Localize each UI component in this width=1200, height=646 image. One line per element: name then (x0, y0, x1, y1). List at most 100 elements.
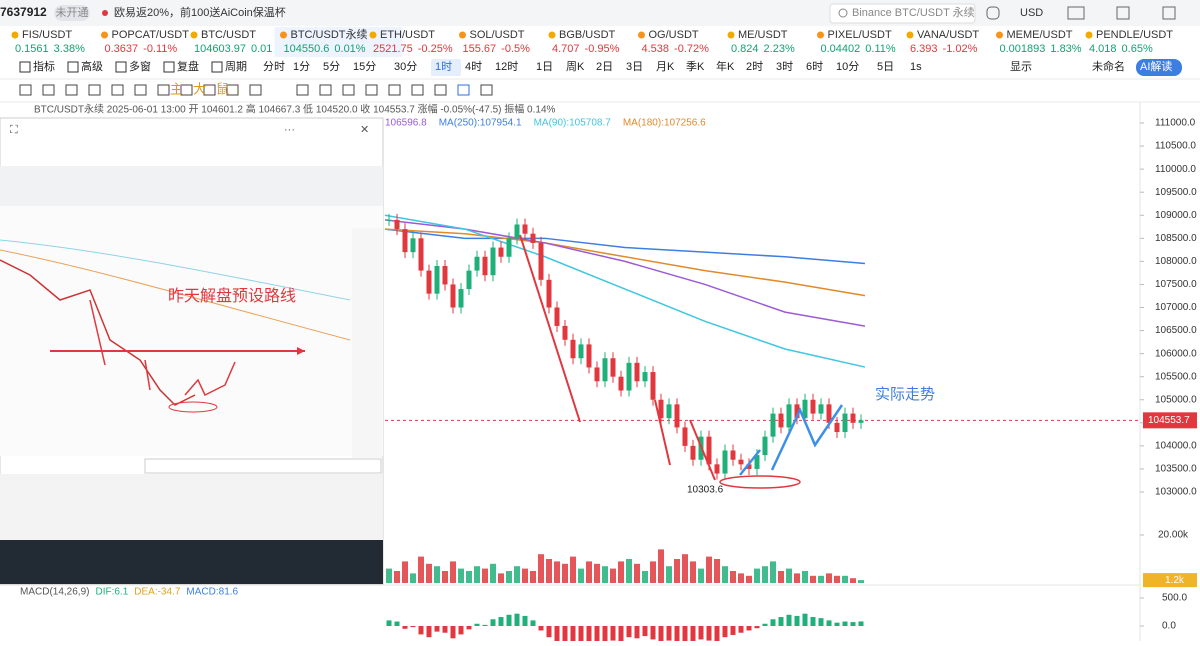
draw-tool[interactable] (203, 84, 216, 96)
volume-bar (450, 561, 456, 583)
y-tick-label: 103000.0 (1155, 487, 1197, 498)
overlay-menu[interactable]: ··· (284, 124, 295, 136)
period-button[interactable]: 10分 (836, 60, 859, 73)
draw-tool[interactable] (249, 84, 262, 96)
currency[interactable]: USD (1020, 7, 1043, 19)
macd-bar (850, 622, 856, 626)
draw-tag[interactable]: 大 (193, 81, 206, 96)
macd-bar (706, 626, 712, 641)
maximize[interactable] (1162, 6, 1176, 20)
macd-legend: MACD:81.6 (186, 587, 238, 598)
period-button[interactable]: 2时 (746, 60, 763, 73)
draw-tool[interactable] (457, 84, 470, 96)
ticker-name[interactable]: BGB/USDT (559, 29, 616, 41)
tool-button[interactable]: 复盘 (177, 59, 199, 73)
ticker-name[interactable]: MEME/USDT (1007, 29, 1073, 41)
period-button[interactable]: 3日 (626, 61, 643, 73)
search-box[interactable] (829, 3, 976, 24)
period-button[interactable]: 1日 (536, 61, 553, 73)
tool-button[interactable]: 多窗 (129, 59, 151, 73)
draw-tool[interactable] (19, 84, 32, 96)
draw-tool[interactable] (65, 84, 78, 96)
ticker-icon (101, 31, 108, 39)
period-button[interactable]: 2日 (596, 61, 613, 73)
ticker-name[interactable]: BTC/USDT (201, 29, 256, 41)
macd-bar (650, 626, 656, 640)
ticker-icon (548, 31, 556, 39)
tool-button[interactable]: 高级 (81, 59, 103, 73)
period-button[interactable]: 1分 (293, 60, 310, 73)
ticker-name[interactable]: BTC/USDT永续 (291, 27, 368, 41)
bell-icon[interactable] (986, 6, 1000, 20)
period-button[interactable]: 5分 (323, 60, 340, 73)
macd-bar (498, 617, 504, 626)
draw-tool[interactable] (134, 84, 147, 96)
overlay-icon[interactable]: ⛶ (10, 124, 18, 136)
draw-tool[interactable] (388, 84, 401, 96)
macd-bar (618, 626, 624, 642)
candle-body (562, 325, 568, 340)
toolbar-right[interactable]: 未命名 (1092, 59, 1125, 73)
draw-tool[interactable] (42, 84, 55, 96)
draw-tool[interactable] (319, 84, 332, 96)
period-button[interactable]: 12时 (495, 60, 518, 73)
period-button[interactable]: 15分 (353, 60, 376, 73)
ticker-price: 0.1561 (15, 43, 49, 55)
mail-icon[interactable] (1067, 6, 1085, 20)
draw-tool[interactable] (226, 84, 239, 96)
draw-tool[interactable] (111, 84, 124, 96)
toolbar-right[interactable]: 1s (910, 61, 922, 73)
ticker-name[interactable]: PIXEL/USDT (828, 29, 892, 41)
draw-tag[interactable]: 鼠 (216, 81, 229, 96)
ticker-name[interactable]: ME/USDT (738, 29, 788, 41)
ticker-name[interactable]: POPCAT/USDT (112, 29, 190, 41)
period-button[interactable]: 6时 (806, 60, 823, 73)
draw-tag[interactable]: 主 (170, 81, 183, 96)
ma-line (384, 228, 866, 297)
macd-legend: DIF:6.1 (95, 587, 128, 598)
period-button[interactable]: 周K (566, 60, 585, 73)
ticker-icon (727, 31, 735, 39)
period-button[interactable]: 5日 (877, 61, 894, 73)
draw-tool[interactable] (342, 84, 355, 96)
draw-tool[interactable] (411, 84, 424, 96)
period-button[interactable]: 季K (686, 60, 705, 73)
overlay-arrows (89, 299, 236, 397)
period-active (431, 59, 461, 76)
period-button[interactable]: 年K (716, 59, 735, 73)
period-button[interactable]: 3时 (776, 60, 793, 73)
ticker-price: 0.824 (731, 43, 759, 55)
draw-tool[interactable] (88, 84, 101, 96)
draw-tool[interactable] (296, 84, 309, 96)
promo[interactable]: 欧易返20%，前100送AiCoin保温杯 (114, 5, 286, 19)
draw-tool[interactable] (180, 84, 193, 96)
toolbar-right[interactable]: AI解读 (1140, 59, 1172, 73)
ticker-name[interactable]: FIS/USDT (22, 29, 72, 41)
minimize[interactable] (1116, 6, 1130, 20)
ticker-name[interactable]: VANA/USDT (917, 29, 979, 41)
volume-bar (610, 568, 616, 583)
draw-tool[interactable] (157, 84, 170, 96)
period-button[interactable]: 月K (656, 61, 675, 73)
candle-body (386, 219, 392, 221)
period-button[interactable]: 4时 (465, 60, 482, 73)
ticker-name[interactable]: PENDLE/USDT (1096, 29, 1173, 41)
period-button[interactable]: 分时 (263, 60, 285, 73)
overlay-close[interactable]: ✕ (360, 124, 369, 136)
tool-button[interactable]: 指标 (33, 59, 55, 73)
toolbar-right[interactable]: 显示 (1010, 60, 1032, 73)
draw-tool[interactable] (434, 84, 447, 96)
volume-bar (722, 566, 728, 583)
macd-bar (490, 619, 496, 626)
tool-button[interactable]: 周期 (225, 60, 247, 73)
draw-tool[interactable] (365, 84, 378, 96)
period-button[interactable]: 1时 (435, 60, 452, 73)
ticker-name[interactable]: SOL/USDT (470, 29, 525, 41)
draw-tool[interactable] (480, 84, 493, 96)
period-button[interactable]: 30分 (394, 60, 417, 73)
ticker-name[interactable]: OG/USDT (649, 29, 699, 41)
volume-bar (410, 573, 416, 583)
volume-bar (858, 580, 864, 583)
candle-body (610, 358, 616, 377)
ticker-name[interactable]: ETH/USDT (380, 29, 435, 41)
